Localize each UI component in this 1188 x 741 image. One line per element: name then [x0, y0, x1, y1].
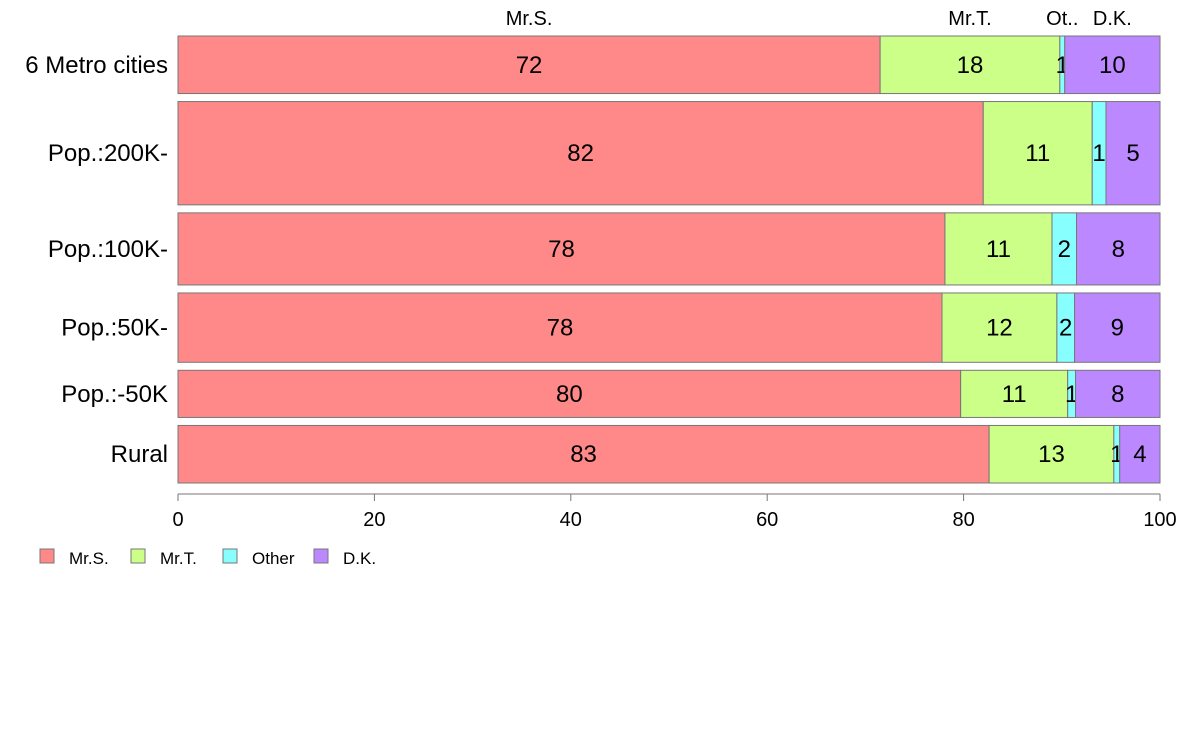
data-label: 82: [567, 140, 594, 167]
bar-segment: [1105, 101, 1161, 206]
bar-segment: [960, 369, 1069, 418]
data-label: 11: [1002, 381, 1027, 408]
bar-segment: [988, 424, 1115, 484]
bar-segment: [177, 369, 962, 418]
bar-segment: [177, 101, 984, 206]
data-label: 78: [548, 236, 575, 263]
category-label: Pop.:100K-: [48, 236, 168, 263]
data-label: 8: [1111, 381, 1124, 408]
data-label: 83: [570, 441, 597, 468]
legend-label: Mr.S.: [69, 549, 109, 568]
data-label: 13: [1038, 441, 1065, 468]
data-label: 1: [1092, 140, 1105, 167]
x-tick-label: 100: [1143, 509, 1176, 531]
bar-segment: [1051, 212, 1078, 286]
category-label: 6 Metro cities: [25, 52, 168, 79]
data-label: 10: [1099, 52, 1126, 79]
bar-segment: [1074, 292, 1161, 363]
data-label: 5: [1126, 140, 1139, 167]
bar-segment: [1075, 369, 1161, 418]
bar-segment: [879, 35, 1061, 95]
data-label: 8: [1112, 236, 1125, 263]
bar-segment: [177, 35, 881, 95]
top-label: Mr.S.: [506, 8, 553, 30]
data-label: 1: [1065, 381, 1078, 408]
data-label: 11: [1025, 140, 1050, 167]
category-label: Rural: [111, 441, 168, 468]
bar-segment: [982, 101, 1093, 206]
data-label: 72: [516, 52, 543, 79]
category-label: Pop.:50K-: [61, 315, 168, 342]
top-label: Mr.T.: [948, 8, 991, 30]
top-label: D.K.: [1093, 8, 1132, 30]
data-label: 2: [1058, 236, 1071, 263]
legend-swatch: [130, 548, 146, 564]
category-label: Pop.:200K-: [48, 140, 168, 167]
category-label: Pop.:-50K: [61, 381, 168, 408]
data-label: 11: [986, 236, 1011, 263]
x-tick-label: 40: [560, 509, 582, 531]
bar-segment: [941, 292, 1058, 363]
bar-segment: [177, 212, 946, 286]
legend-swatch: [222, 548, 238, 564]
bar-segment: [177, 292, 943, 363]
bar-segment: [177, 424, 990, 484]
legend-label: Mr.T.: [160, 549, 197, 568]
bar-segment: [1119, 424, 1161, 484]
legend-label: D.K.: [343, 549, 376, 568]
data-label: 80: [556, 381, 583, 408]
data-label: 9: [1111, 315, 1124, 342]
bar-segment: [944, 212, 1053, 286]
legend-swatch: [313, 548, 329, 564]
data-label: 2: [1059, 315, 1072, 342]
x-tick-label: 80: [952, 509, 974, 531]
data-label: 78: [547, 315, 574, 342]
x-tick-label: 60: [756, 509, 778, 531]
data-label: 12: [986, 315, 1013, 342]
x-tick-label: 20: [363, 509, 385, 531]
bar-segment: [1076, 212, 1161, 286]
bar-segment: [1064, 35, 1161, 95]
data-label: 4: [1133, 441, 1146, 468]
x-tick-label: 0: [172, 509, 183, 531]
legend-label: Other: [252, 549, 295, 568]
data-label: 18: [957, 52, 984, 79]
legend-swatch: [39, 548, 55, 564]
top-label: Ot..: [1046, 8, 1078, 30]
